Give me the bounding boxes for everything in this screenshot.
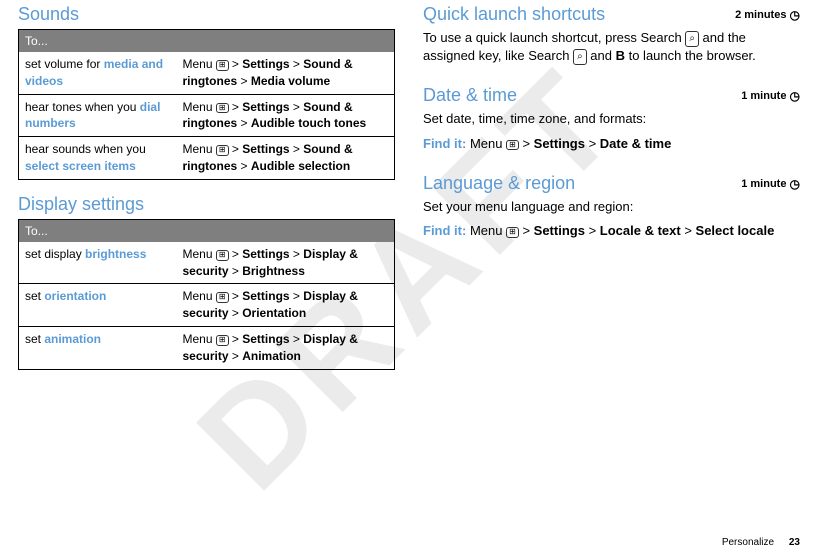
table-row: hear sounds when you select screen items…: [19, 136, 394, 179]
table-cell-path: Menu ⊞ > Settings > Display & security >…: [177, 242, 395, 284]
display-table-header: To...: [19, 220, 394, 242]
menu-icon: ⊞: [216, 250, 229, 261]
clock-icon: ◷: [790, 177, 800, 191]
table-row: set volume for media and videosMenu ⊞ > …: [19, 52, 394, 94]
search-icon: ⌕: [573, 49, 587, 65]
table-cell-action: set orientation: [19, 284, 177, 326]
sounds-table-header: To...: [19, 30, 394, 52]
clock-icon: ◷: [790, 8, 800, 22]
menu-icon: ⊞: [506, 140, 519, 151]
page-footer: Personalize 23: [722, 537, 800, 548]
table-cell-path: Menu ⊞ > Settings > Sound & ringtones > …: [177, 52, 395, 94]
menu-icon: ⊞: [216, 103, 229, 114]
sounds-table: To... set volume for media and videosMen…: [18, 29, 395, 180]
menu-icon: ⊞: [216, 335, 229, 346]
menu-icon: ⊞: [506, 227, 519, 238]
quick-body: To use a quick launch shortcut, press Se…: [423, 29, 800, 65]
right-column: 2 minutes ◷ Quick launch shortcuts To us…: [423, 4, 800, 384]
table-row: set orientationMenu ⊞ > Settings > Displ…: [19, 283, 394, 326]
table-row: set display brightnessMenu ⊞ > Settings …: [19, 242, 394, 284]
lang-time-badge: 1 minute ◷: [741, 177, 800, 191]
table-row: hear tones when you dial numbersMenu ⊞ >…: [19, 94, 394, 137]
table-cell-path: Menu ⊞ > Settings > Display & security >…: [177, 327, 395, 369]
footer-page: 23: [789, 537, 800, 548]
table-cell-action: set volume for media and videos: [19, 52, 177, 94]
table-cell-action: set animation: [19, 327, 177, 369]
menu-icon: ⊞: [216, 292, 229, 303]
table-cell-path: Menu ⊞ > Settings > Sound & ringtones > …: [177, 137, 395, 179]
table-cell-path: Menu ⊞ > Settings > Sound & ringtones > …: [177, 95, 395, 137]
table-cell-path: Menu ⊞ > Settings > Display & security >…: [177, 284, 395, 326]
display-title: Display settings: [18, 194, 395, 215]
lang-findit: Find it: Menu ⊞ > Settings > Locale & te…: [423, 222, 800, 240]
quick-time-badge: 2 minutes ◷: [735, 8, 800, 22]
table-row: set animationMenu ⊞ > Settings > Display…: [19, 326, 394, 369]
table-cell-action: hear sounds when you select screen items: [19, 137, 177, 179]
left-column: Sounds To... set volume for media and vi…: [18, 4, 395, 384]
table-cell-action: hear tones when you dial numbers: [19, 95, 177, 137]
clock-icon: ◷: [790, 89, 800, 103]
table-cell-action: set display brightness: [19, 242, 177, 284]
menu-icon: ⊞: [216, 60, 229, 71]
date-time-badge: 1 minute ◷: [741, 89, 800, 103]
lang-body: Set your menu language and region:: [423, 198, 800, 216]
search-icon: ⌕: [685, 31, 699, 47]
sounds-title: Sounds: [18, 4, 395, 25]
date-findit: Find it: Menu ⊞ > Settings > Date & time: [423, 135, 800, 153]
footer-section: Personalize: [722, 537, 774, 548]
menu-icon: ⊞: [216, 145, 229, 156]
display-table: To... set display brightnessMenu ⊞ > Set…: [18, 219, 395, 370]
date-body: Set date, time, time zone, and formats:: [423, 110, 800, 128]
